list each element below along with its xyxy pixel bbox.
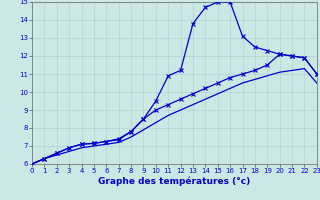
X-axis label: Graphe des températures (°c): Graphe des températures (°c) [98, 177, 251, 186]
